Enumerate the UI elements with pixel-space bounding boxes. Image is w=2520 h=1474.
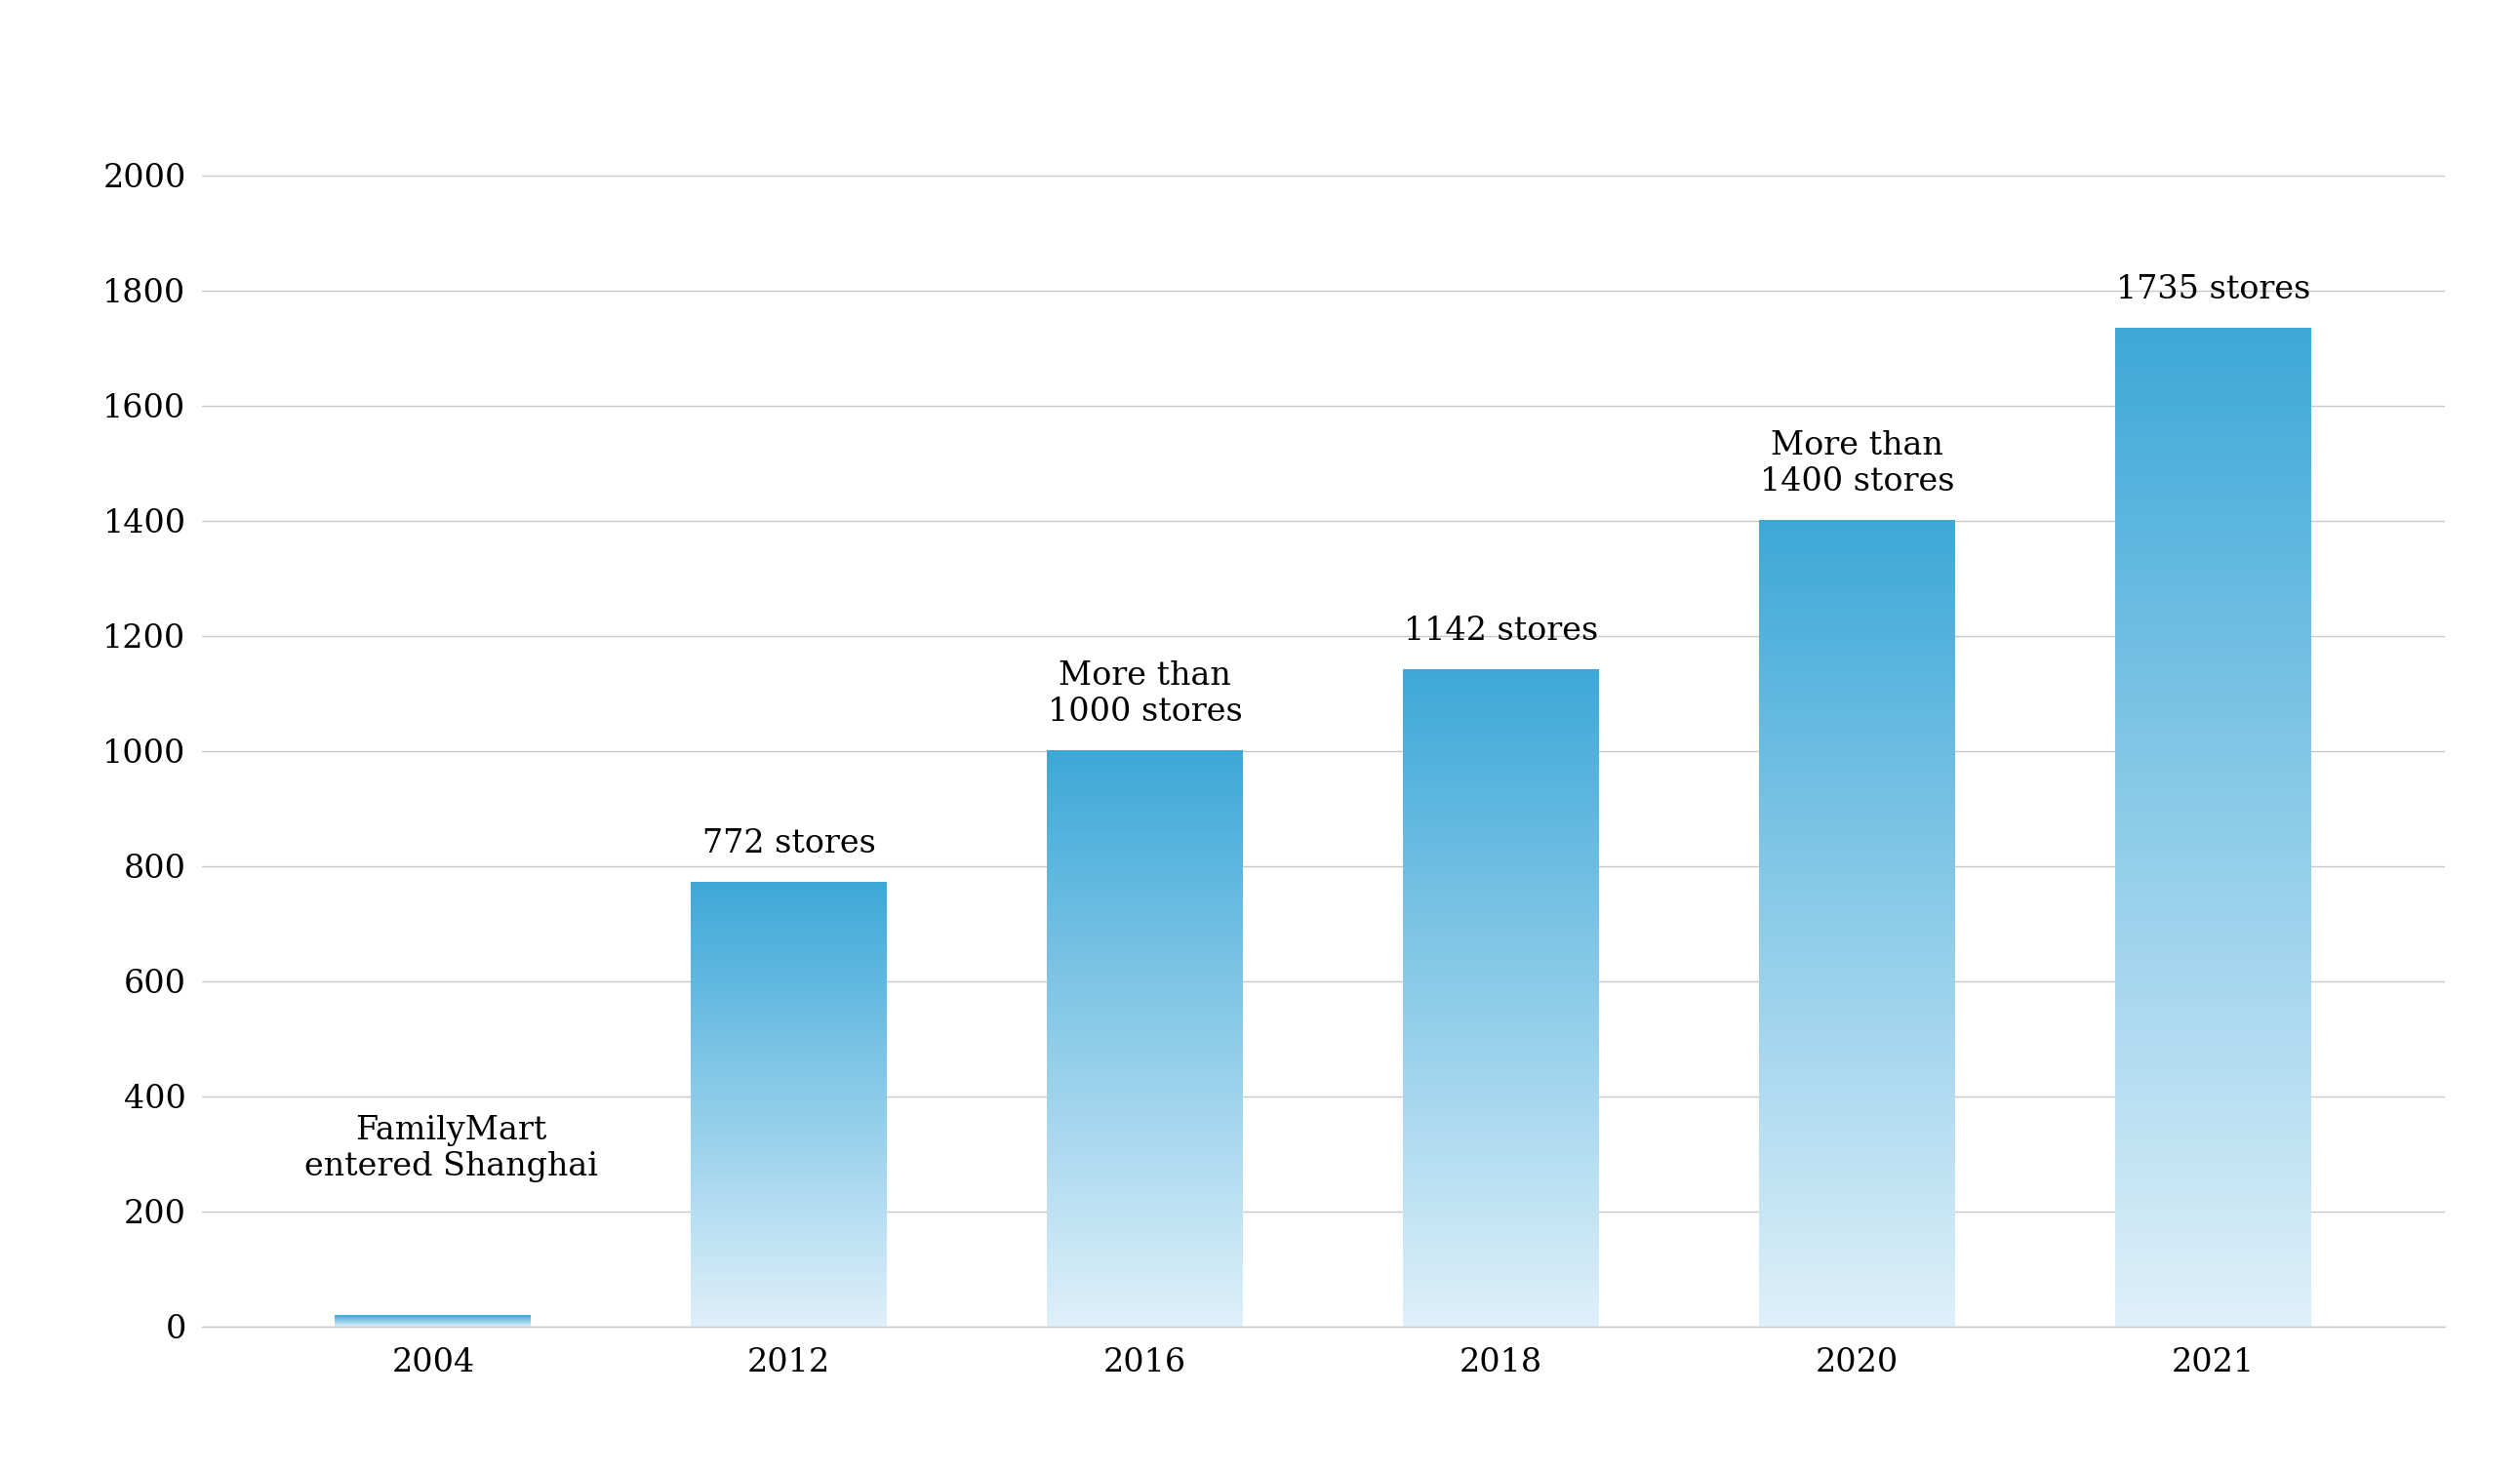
Text: More than
1400 stores: More than 1400 stores (1759, 430, 1956, 498)
Text: 1142 stores: 1142 stores (1404, 615, 1598, 646)
Text: More than
1000 stores: More than 1000 stores (1048, 660, 1242, 728)
Text: 1735 stores: 1735 stores (2117, 274, 2311, 305)
Text: 772 stores: 772 stores (703, 828, 877, 859)
Text: FamilyMart
entered Shanghai: FamilyMart entered Shanghai (305, 1116, 597, 1182)
